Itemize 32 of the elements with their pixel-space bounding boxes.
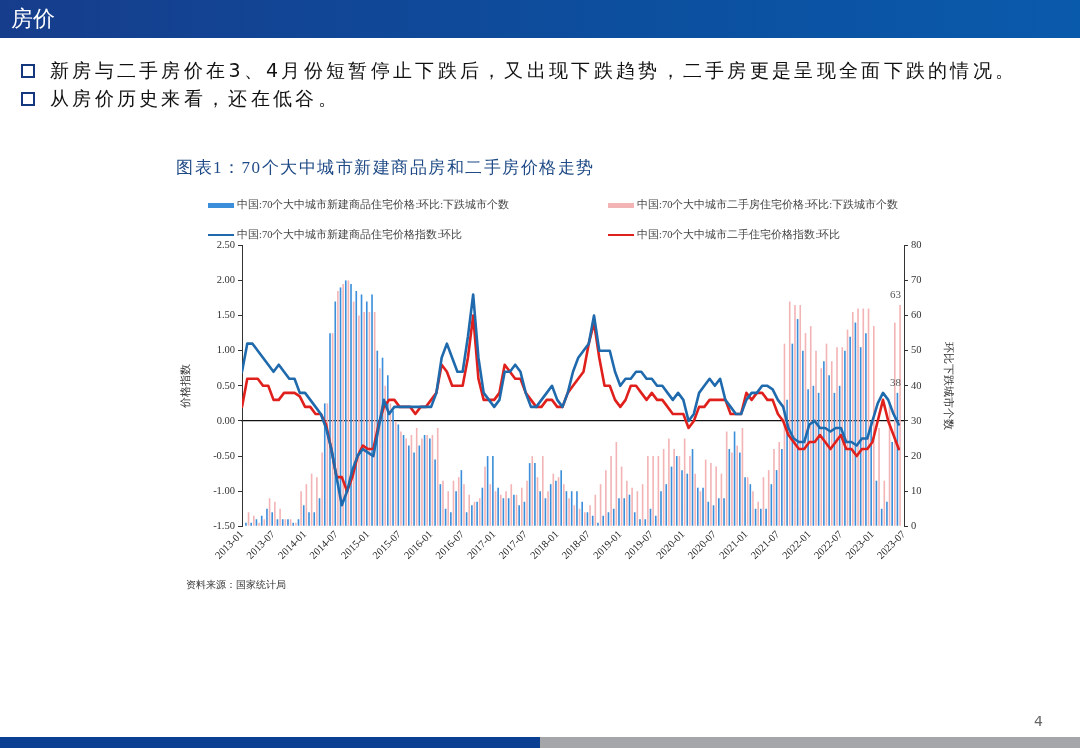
y2-tick-label: 0 [911,520,917,532]
y2-tick-label: 30 [911,414,922,426]
y-tick-label: 2.50 [216,239,235,251]
y2-tick-label: 40 [911,379,922,391]
y-tick-label: 1.50 [216,309,235,321]
y-tick-label: -0.50 [213,449,235,461]
data-label: 63 [890,288,902,301]
y-tick-label: -1.50 [213,520,235,532]
y-tick-label: 2.00 [216,274,235,286]
chart-title: 图表1：70个大中城市新建商品房和二手房价格走势 [176,157,595,179]
text: 从房价历史来看，还在低谷。 [50,86,340,110]
y-tick-label: 0.50 [216,379,235,391]
legend-label: 中国:70个大中城市新建商品住宅价格指数:环比 [237,228,463,242]
y2-tick-label: 20 [911,449,922,461]
y2-tick-label: 80 [911,239,922,251]
y-tick-label: 1.00 [216,344,235,356]
y-tick-label: -1.00 [213,484,235,496]
y2-tick-label: 10 [911,484,922,496]
legend-label: 中国:70个大中城市二手房住宅价格:环比:下跌城市个数 [637,198,899,212]
y2-tick-label: 50 [911,344,922,356]
y-tick-label: 0.00 [216,414,235,426]
data-label: 38 [890,376,902,389]
y-axis-title: 价格指数 [180,363,192,409]
header-banner: 房价 [0,0,1080,38]
text: 新房与二手房价在3、4月份短暂停止下跌后，又出现下跌趋势，二手房更是呈现全面下跌的情况。 [50,58,1018,82]
text: 资料来源：国家统计局 [186,578,286,592]
y2-tick-label: 60 [911,309,922,321]
y2-tick-label: 70 [911,274,922,286]
legend-label: 中国:70个大中城市新建商品住宅价格:环比:下跌城市个数 [237,198,510,212]
y2-axis-title: 环比下跌城市个数 [942,341,955,430]
legend-label: 中国:70个大中城市二手住宅价格指数:环比 [637,228,841,242]
text: 4 [1034,713,1043,729]
